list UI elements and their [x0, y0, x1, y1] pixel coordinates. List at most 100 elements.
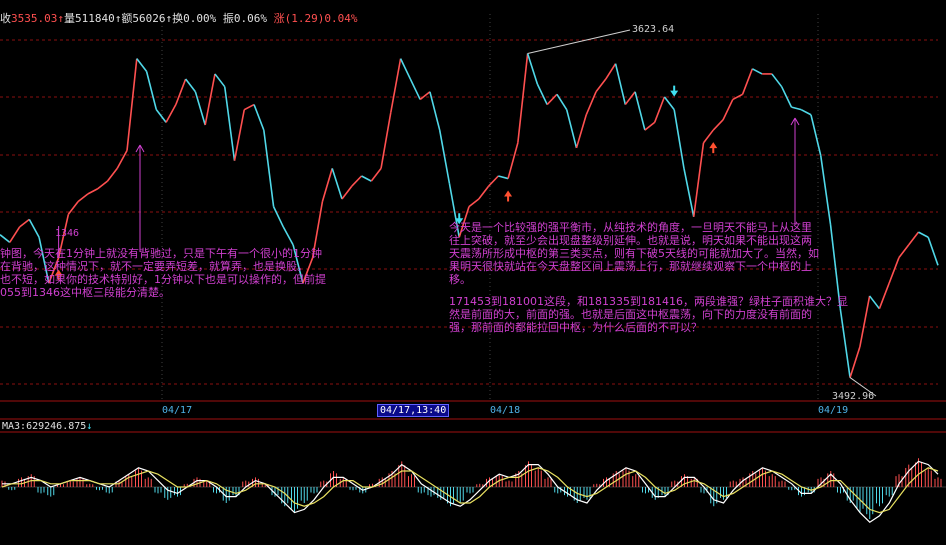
amplitude-value: 0.06% — [233, 12, 267, 25]
price-segment — [536, 83, 548, 105]
right-annotation-2: 171453到181001这段，和181335到181416，两段谁强？绿柱子面… — [449, 295, 848, 334]
price-segment — [918, 231, 929, 238]
price-segment — [683, 168, 695, 217]
price-segment — [800, 108, 812, 116]
price-segment — [145, 71, 158, 110]
date-label-0418: 04/18 — [490, 405, 521, 416]
price-segment — [361, 175, 372, 182]
price-segment — [722, 99, 734, 121]
price-segment — [9, 226, 21, 243]
price-segment — [575, 114, 588, 149]
price-segment — [546, 93, 558, 106]
price-segment — [624, 91, 636, 106]
buy-arrow-icon — [54, 269, 63, 281]
price-segment — [399, 58, 412, 80]
amount-label: 额 — [121, 12, 133, 25]
price-segment — [517, 53, 529, 143]
ma3-label: MA3:629246.875 — [2, 421, 87, 432]
up-arrow-icon: ↑ — [57, 12, 64, 25]
sell-arrow-icon — [455, 213, 464, 225]
price-segment — [38, 237, 50, 284]
price-segment — [507, 142, 519, 179]
turnover-value: 0.00% — [183, 12, 217, 25]
price-segment — [243, 103, 255, 111]
price-segment — [478, 185, 490, 200]
price-segment — [692, 142, 705, 217]
price-segment — [370, 167, 382, 182]
price-segment — [28, 218, 40, 238]
price-segment — [263, 129, 275, 207]
turnover-label: 换 — [172, 12, 184, 25]
price-segment — [888, 257, 900, 284]
price-segment — [741, 68, 754, 95]
price-segment — [634, 91, 646, 131]
price-segment — [438, 129, 451, 184]
price-segment — [927, 236, 939, 266]
price-segment — [19, 218, 30, 228]
close-label: 收 — [0, 12, 11, 25]
buy-arrow-icon — [504, 190, 513, 202]
buy-arrow-icon — [709, 142, 718, 154]
price-segment — [282, 226, 294, 246]
left-annotation: 钟图，今天在1分钟上就没有背驰过，只是下午有一个很小的1分钟 在背驰，这种情况下… — [0, 247, 326, 299]
price-segment — [311, 201, 324, 258]
macd-dea-line — [1, 467, 939, 514]
macd-panel — [0, 458, 946, 523]
price-segment — [419, 91, 431, 101]
price-segment — [204, 73, 216, 126]
price-segment — [77, 193, 89, 203]
price-segment — [175, 78, 187, 105]
price-segment — [106, 167, 118, 182]
price-segment — [116, 150, 128, 169]
price-segment — [87, 188, 99, 195]
price-segment — [155, 109, 167, 123]
price-line — [0, 53, 939, 378]
price-segment — [429, 91, 441, 131]
price-segment — [0, 234, 11, 243]
date-label-cursor[interactable]: 04/17,13:40 — [377, 404, 450, 417]
right-annotation-1: 今天是一个比较强的强平衡市，从纯技术的角度，一旦明天不能马上从这里 往上突破，就… — [449, 221, 819, 286]
price-segment — [97, 180, 108, 190]
close-value: 3535.03 — [11, 12, 58, 25]
up-arrow-icon: ↑ — [165, 12, 173, 25]
price-segment — [614, 63, 627, 105]
price-segment — [458, 206, 470, 238]
amplitude-label: 振 — [222, 12, 234, 25]
price-segment — [839, 308, 851, 378]
price-segment — [380, 112, 392, 169]
price-segment — [331, 168, 343, 200]
up-arrow-icon: ↑ — [114, 12, 122, 25]
change-value: (1.29)0.04% — [284, 12, 358, 25]
high-leader-line — [527, 29, 631, 55]
price-segment — [595, 78, 607, 93]
down-arrow-icon: ↓ — [86, 421, 93, 432]
price-segment — [165, 104, 177, 123]
price-segment — [233, 109, 246, 161]
price-segment — [194, 91, 206, 126]
low-price-label: 3492.96 — [832, 391, 875, 402]
price-segment — [67, 201, 79, 215]
high-price-label: 3623.64 — [632, 24, 675, 35]
price-segment — [849, 346, 861, 378]
price-segment — [292, 244, 304, 284]
price-segment — [712, 119, 724, 131]
price-segment — [868, 295, 881, 310]
price-segment — [732, 93, 743, 101]
price-segment — [663, 96, 675, 111]
price-segment — [487, 175, 499, 187]
price-segment — [448, 183, 461, 238]
price-segment — [898, 244, 910, 259]
signal-markers — [54, 85, 718, 281]
price-segment — [136, 58, 148, 72]
price-segment — [272, 206, 285, 228]
price-segment — [771, 73, 783, 88]
price-segment — [859, 295, 871, 348]
change-label: 涨 — [273, 12, 285, 25]
annotation-arrow-right-head — [790, 117, 800, 126]
price-segment — [341, 185, 353, 200]
chart-grid — [0, 14, 946, 433]
price-segment — [673, 109, 685, 169]
price-segment — [908, 231, 920, 246]
date-label-0417: 04/17 — [162, 405, 193, 416]
price-segment — [526, 53, 539, 85]
